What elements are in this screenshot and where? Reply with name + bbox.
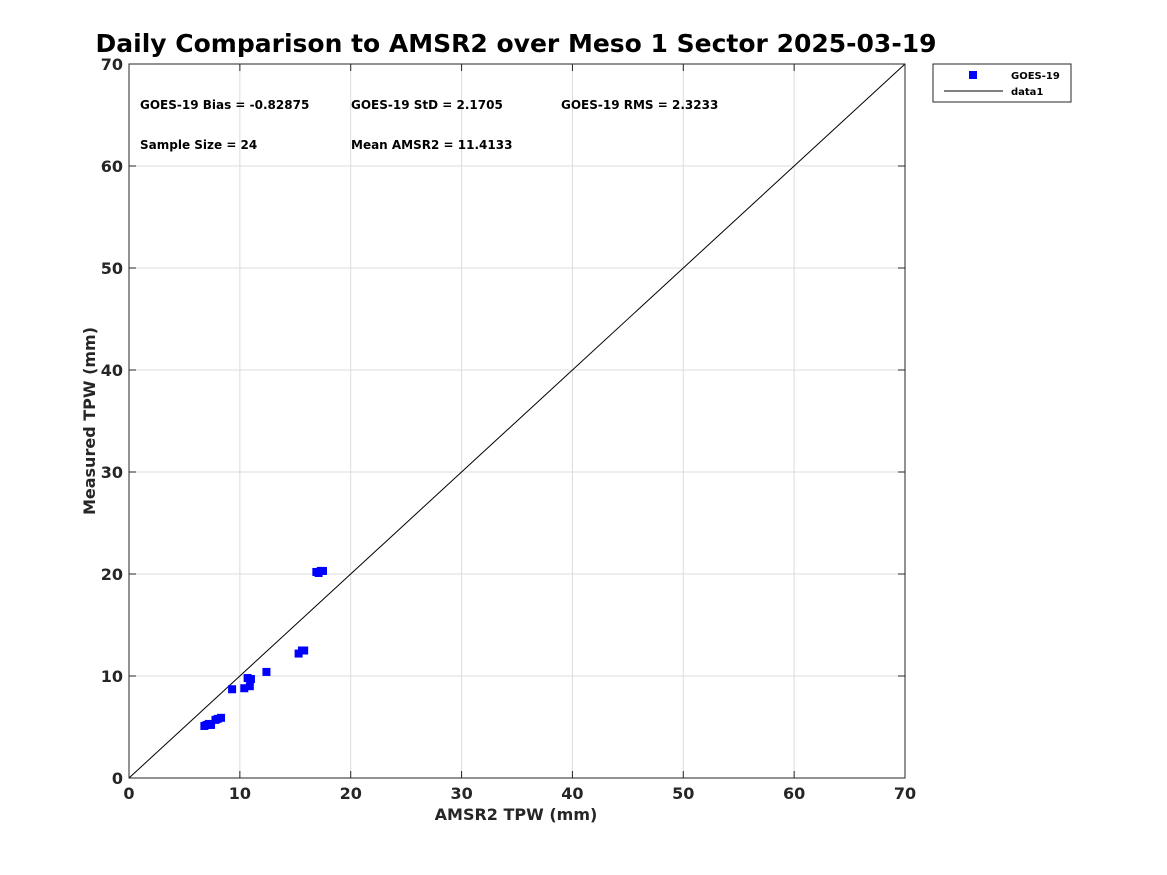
y-tick-label: 60 — [101, 157, 123, 176]
data-point — [228, 685, 237, 694]
legend-label-data1: data1 — [1011, 87, 1043, 98]
x-tick-label: 40 — [561, 784, 583, 803]
legend-box — [932, 63, 1072, 103]
y-tick-label: 50 — [101, 259, 123, 278]
y-tick-label: 10 — [101, 667, 123, 686]
annotation-mean-amsr2: Mean AMSR2 = 11.4133 — [351, 138, 512, 152]
x-tick-label: 10 — [229, 784, 251, 803]
plot-frame — [128, 63, 906, 779]
legend: GOES-19 data1 — [932, 63, 1072, 103]
y-tick-label: 40 — [101, 361, 123, 380]
y-tick-label: 0 — [112, 769, 123, 788]
data-point — [207, 720, 216, 729]
data-point — [245, 682, 254, 691]
data-point — [217, 713, 226, 722]
axis-ticks: 0 10 20 30 40 50 60 70 0 10 20 30 40 50 60 70 — [101, 55, 916, 803]
data-point — [300, 646, 309, 655]
y-tick-label: 30 — [101, 463, 123, 482]
data-point — [246, 675, 255, 684]
y-axis-label: Measured TPW (mm) — [80, 327, 99, 515]
data-point — [240, 684, 249, 693]
y-tick-label: 20 — [101, 565, 123, 584]
annotation-rms: GOES-19 RMS = 2.3233 — [561, 98, 718, 112]
scatter-points — [200, 566, 327, 730]
annotation-bias: GOES-19 Bias = -0.82875 — [140, 98, 309, 112]
x-tick-label: 20 — [340, 784, 362, 803]
legend-marker-goes-19 — [969, 71, 977, 79]
x-tick-label: 0 — [123, 784, 134, 803]
x-tick-label: 50 — [672, 784, 694, 803]
x-tick-label: 70 — [894, 784, 916, 803]
x-axis-label: AMSR2 TPW (mm) — [435, 805, 598, 824]
annotation-std: GOES-19 StD = 2.1705 — [351, 98, 503, 112]
chart-title: Daily Comparison to AMSR2 over Meso 1 Se… — [96, 29, 937, 58]
x-tick-label: 60 — [783, 784, 805, 803]
y-tick-label: 70 — [101, 55, 123, 74]
data-point — [262, 667, 271, 676]
reference-line-layer — [128, 63, 906, 779]
annotation-sample-size: Sample Size = 24 — [140, 138, 257, 152]
series-line-data1 — [128, 63, 906, 779]
x-tick-label: 30 — [450, 784, 472, 803]
legend-label-goes-19: GOES-19 — [1011, 71, 1060, 82]
data-point — [319, 566, 327, 575]
